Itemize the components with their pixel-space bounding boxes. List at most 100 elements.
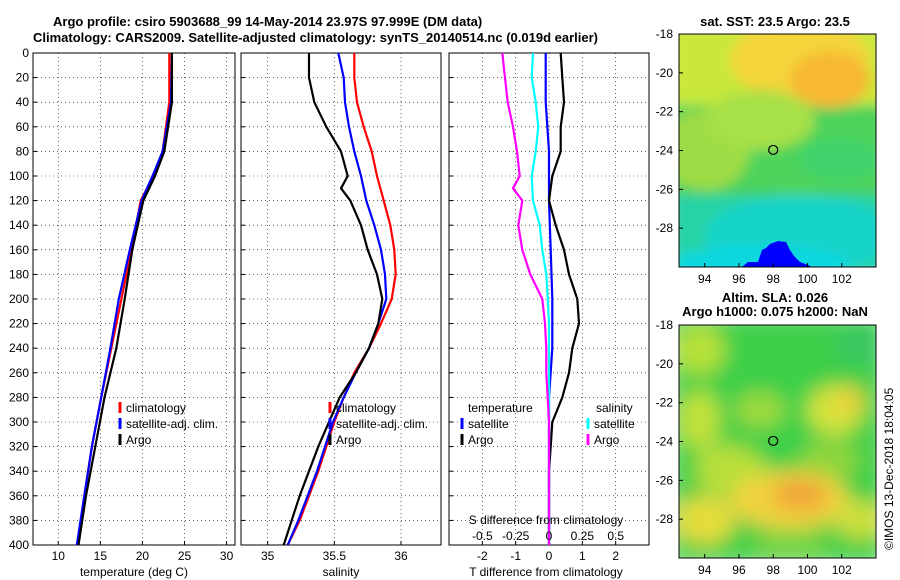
x-tick-label: -2: [477, 549, 488, 563]
series-line-climatology: [286, 53, 397, 545]
lon-tick-label: 96: [732, 563, 746, 577]
series-group: [282, 53, 397, 545]
lon-tick-label: 96: [732, 272, 746, 286]
depth-tick-label: 20: [16, 71, 30, 85]
sla-map-axes: 94 96 98 100 102 -18 -20 -22 -24 -26 -28: [656, 318, 852, 577]
depth-tick-label: 80: [16, 144, 30, 158]
sst-argo-marker: [768, 144, 779, 156]
lat-tick-label: -20: [656, 357, 674, 371]
lon-tick-label: 98: [767, 272, 781, 286]
s-difference-label: S difference from climatology: [469, 513, 624, 527]
s-diff-tick-label: 0: [546, 529, 553, 543]
x-tick-label: 35: [261, 549, 275, 563]
depth-tick-label: 60: [16, 120, 30, 134]
lon-tick-label: 102: [832, 563, 852, 577]
x-tick-label: 25: [178, 549, 192, 563]
sla-argo-marker: [768, 435, 779, 447]
series-group: [501, 53, 581, 545]
difference-panel: -2 -1 0 1 2: [448, 52, 650, 563]
sst-cold-patch: [742, 241, 812, 267]
difference-legend: temperature satellite Argo salinity sate…: [460, 401, 635, 447]
lat-tick-label: -28: [656, 512, 674, 526]
lon-tick-label: 94: [698, 563, 712, 577]
depth-tick-label: 0: [22, 46, 29, 60]
s-diff-tick-label: 0.25: [571, 529, 595, 543]
depth-tick-label: 120: [9, 194, 29, 208]
sla-map-image: [679, 325, 876, 558]
depth-tick-label: 280: [9, 390, 29, 404]
x-tick-label: 20: [136, 549, 150, 563]
legend-t-satellite: satellite: [468, 417, 509, 431]
legend-satellite: satellite-adj. clim.: [336, 417, 428, 431]
temperature-xlabel: temperature (deg C): [80, 565, 188, 579]
legend-s-satellite: satellite: [594, 417, 635, 431]
depth-tick-label: 40: [16, 95, 30, 109]
lat-tick-label: -18: [656, 27, 674, 41]
s-diff-tick-label: -0.5: [472, 529, 493, 543]
lat-tick-label: -26: [656, 182, 674, 196]
series-line-argo: [282, 53, 384, 545]
salinity-xlabel: salinity: [323, 565, 360, 579]
series-line-satellite-adj-clim-: [75, 53, 173, 545]
x-tick-label: 35.5: [323, 549, 347, 563]
legend-temperature-title: temperature: [468, 401, 533, 415]
depth-tick-label: 220: [9, 317, 29, 331]
sst-map-image: [679, 34, 876, 267]
legend-t-argo: Argo: [468, 433, 494, 447]
depth-tick-label: 160: [9, 243, 29, 257]
legend-argo: Argo: [126, 433, 152, 447]
series-line-satellite-adj-clim-: [286, 53, 388, 545]
lat-tick-label: -24: [656, 435, 674, 449]
series-group: [75, 53, 173, 545]
depth-tick-label: 100: [9, 169, 29, 183]
temperature-panel: 0 20 40 60 80 100 120 140 160 180 200 220 240 260 280 3…: [9, 46, 236, 563]
x-tick-label: 36: [394, 549, 408, 563]
depth-tick-label: 360: [9, 489, 29, 503]
series-line-argo: [77, 53, 173, 545]
depth-tick-label: 320: [9, 440, 29, 454]
title-line-1: Argo profile: csiro 5903688_99 14-May-20…: [53, 14, 482, 29]
lat-tick-label: -28: [656, 221, 674, 235]
lon-tick-label: 94: [698, 272, 712, 286]
lat-tick-label: -26: [656, 473, 674, 487]
lon-tick-label: 102: [832, 272, 852, 286]
legend-satellite: satellite-adj. clim.: [126, 417, 218, 431]
sla-map-title-line-1: Altim. SLA: 0.026: [722, 290, 828, 305]
depth-tick-label: 260: [9, 366, 29, 380]
legend-salinity-title: salinity: [596, 401, 633, 415]
depth-tick-label: 340: [9, 464, 29, 478]
depth-tick-label: 140: [9, 218, 29, 232]
temperature-legend: climatology satellite-adj. clim. Argo: [118, 401, 218, 447]
sla-map-title-line-2: Argo h1000: 0.075 h2000: NaN: [682, 304, 868, 319]
x-tick-label: 30: [220, 549, 234, 563]
lat-tick-label: -18: [656, 318, 674, 332]
depth-tick-label: 240: [9, 341, 29, 355]
lon-tick-label: 100: [797, 272, 817, 286]
lat-tick-label: -20: [656, 66, 674, 80]
legend-s-argo: Argo: [594, 433, 620, 447]
depth-tick-label: 400: [9, 538, 29, 552]
sst-map-axes: 94 96 98 100 102 -18 -20 -22 -24 -26 -28: [656, 27, 852, 286]
salinity-panel: 35 35.5 36: [240, 52, 442, 563]
lat-tick-label: -22: [656, 396, 674, 410]
legend-argo: Argo: [336, 433, 362, 447]
depth-tick-label: 300: [9, 415, 29, 429]
lat-tick-label: -22: [656, 105, 674, 119]
x-tick-label: 0: [546, 549, 553, 563]
s-diff-tick-label: -0.25: [502, 529, 530, 543]
x-tick-label: -1: [510, 549, 521, 563]
s-difference-scale: -0.5 -0.25 0 0.25 0.5: [472, 529, 624, 543]
x-tick-label: 2: [612, 549, 619, 563]
sst-map-title: sat. SST: 23.5 Argo: 23.5: [700, 14, 850, 29]
s-diff-tick-label: 0.5: [607, 529, 624, 543]
title-line-2: Climatology: CARS2009. Satellite-adjuste…: [33, 30, 598, 45]
salinity-legend: climatology satellite-adj. clim. Argo: [328, 401, 428, 447]
lon-tick-label: 98: [767, 563, 781, 577]
depth-tick-label: 200: [9, 292, 29, 306]
lat-tick-label: -24: [656, 144, 674, 158]
depth-tick-label: 380: [9, 513, 29, 527]
x-tick-label: 10: [52, 549, 66, 563]
x-tick-label: 15: [94, 549, 108, 563]
difference-xlabel: T difference from climatology: [469, 565, 623, 579]
